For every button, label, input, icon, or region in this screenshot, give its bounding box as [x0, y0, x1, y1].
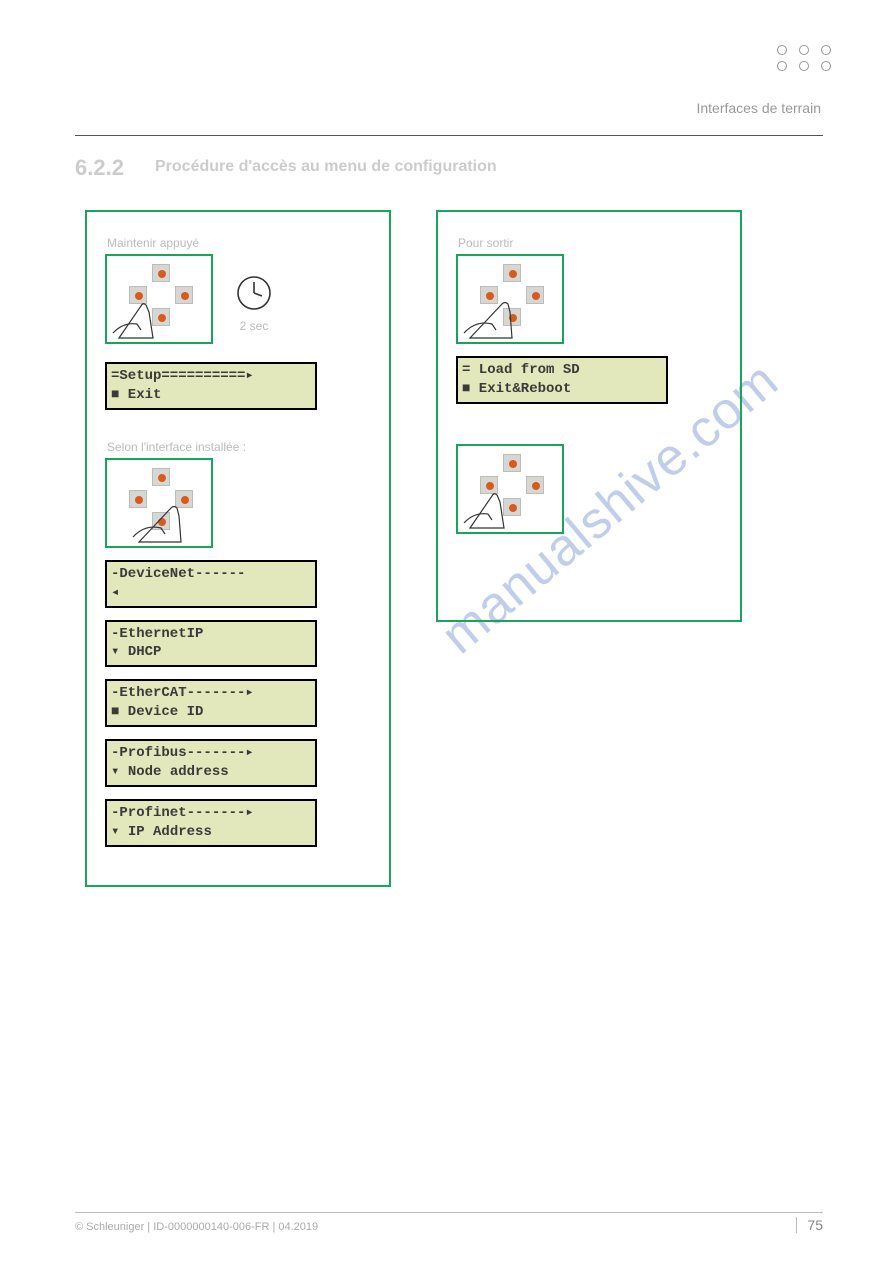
keypad-icon	[105, 458, 213, 548]
note-exit: Pour sortir	[458, 236, 720, 250]
right-panel: Pour sortir = Load from SD ■ Exit&Reboot	[436, 210, 742, 622]
lcd-devicenet: -DeviceNet------ ◂	[105, 560, 317, 608]
header-rule	[75, 135, 823, 136]
lcd-ethernetip: -EthernetIP ▾ DHCP	[105, 620, 317, 668]
note-depends: Selon l'interface installée :	[107, 440, 369, 454]
lcd-profibus: -Profibus-------▸ ▾ Node address	[105, 739, 317, 787]
note-hold: Maintenir appuyé	[107, 236, 369, 250]
section-title: Procédure d'accès au menu de configurati…	[155, 158, 497, 176]
keypad-row-1: 2 sec	[105, 254, 371, 356]
clock-block: 2 sec	[235, 274, 273, 337]
footer: © Schleuniger | ID-0000000140-006-FR | 0…	[75, 1212, 823, 1233]
footer-page: 75	[796, 1217, 823, 1233]
page-title: Interfaces de terrain	[696, 100, 821, 116]
columns: Maintenir appuyé	[85, 210, 742, 887]
keypad-icon	[105, 254, 213, 344]
hand-press-icon	[462, 478, 534, 530]
note-2sec: 2 sec	[237, 319, 271, 333]
left-panel: Maintenir appuyé	[85, 210, 391, 887]
hand-press-icon	[111, 288, 183, 340]
section-number: 6.2.2	[75, 155, 124, 181]
footer-rule	[75, 1212, 823, 1213]
lcd-ethercat: -EtherCAT-------▸ ■ Device ID	[105, 679, 317, 727]
dot-grid-icon	[777, 45, 833, 73]
hand-press-icon	[462, 288, 534, 340]
hand-press-icon	[131, 492, 203, 544]
lcd-profinet: -Profinet-------▸ ▾ IP Address	[105, 799, 317, 847]
page: Interfaces de terrain 6.2.2 Procédure d'…	[0, 0, 893, 1263]
footer-copyright: © Schleuniger | ID-0000000140-006-FR | 0…	[75, 1221, 318, 1233]
keypad-icon	[456, 444, 564, 534]
keypad-icon	[456, 254, 564, 344]
clock-icon	[235, 274, 273, 312]
lcd-load-sd: = Load from SD ■ Exit&Reboot	[456, 356, 668, 404]
lcd-setup: =Setup==========▸ ■ Exit	[105, 362, 317, 410]
